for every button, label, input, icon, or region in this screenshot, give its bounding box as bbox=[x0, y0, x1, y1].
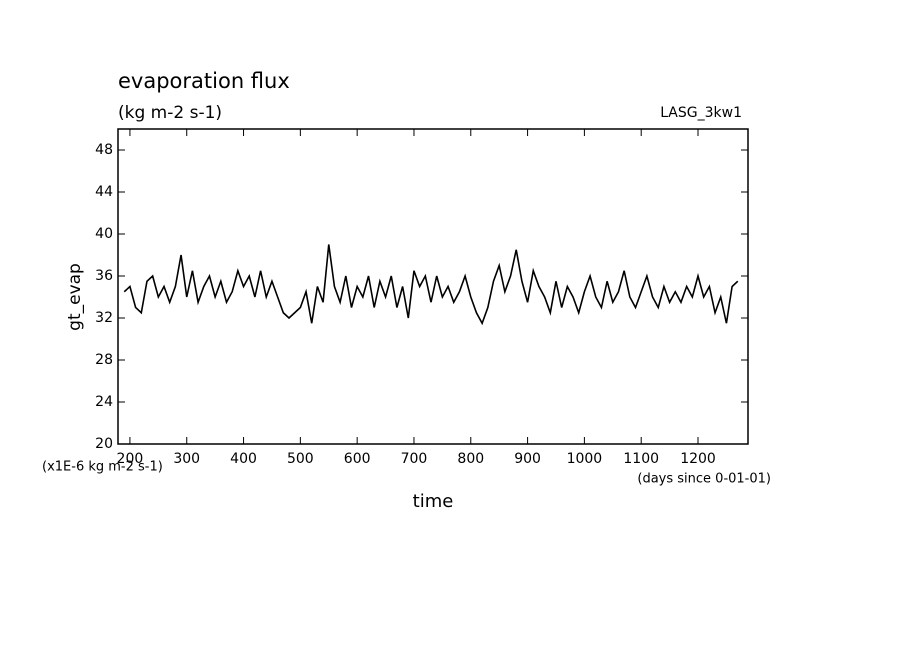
annotation: LASG_3kw1 bbox=[660, 105, 742, 121]
chart-subtitle: (kg m-2 s-1) bbox=[118, 103, 222, 123]
x-tick-label: 1200 bbox=[680, 451, 716, 467]
y-tick-label: 32 bbox=[95, 310, 113, 326]
x-tick-label: 500 bbox=[287, 451, 314, 467]
y-tick-label: 20 bbox=[95, 436, 113, 452]
y-tick-label: 24 bbox=[95, 394, 113, 410]
x-tick-label: 900 bbox=[514, 451, 541, 467]
x-tick-label: 1000 bbox=[567, 451, 603, 467]
y-tick-label: 48 bbox=[95, 142, 113, 158]
x-tick-label: 400 bbox=[230, 451, 257, 467]
x-tick-label: 800 bbox=[457, 451, 484, 467]
y-tick-label: 44 bbox=[95, 184, 113, 200]
x-units: (days since 0-01-01) bbox=[637, 472, 771, 487]
x-tick-label: 600 bbox=[344, 451, 371, 467]
y-tick-label: 28 bbox=[95, 352, 113, 368]
y-tick-label: 40 bbox=[95, 226, 113, 242]
chart-title: evaporation flux bbox=[118, 69, 290, 93]
x-tick-label: 700 bbox=[401, 451, 428, 467]
x-tick-label: 1100 bbox=[623, 451, 659, 467]
plot-frame bbox=[117, 128, 749, 445]
y-tick-label: 36 bbox=[95, 268, 113, 284]
y-units: (x1E-6 kg m-2 s-1) bbox=[42, 460, 163, 475]
x-tick-label: 300 bbox=[173, 451, 200, 467]
x-axis-label: time bbox=[413, 491, 454, 512]
data-line bbox=[123, 244, 739, 326]
x-tick-label: 200 bbox=[117, 451, 144, 467]
y-axis-label: gt_evap bbox=[65, 263, 85, 331]
